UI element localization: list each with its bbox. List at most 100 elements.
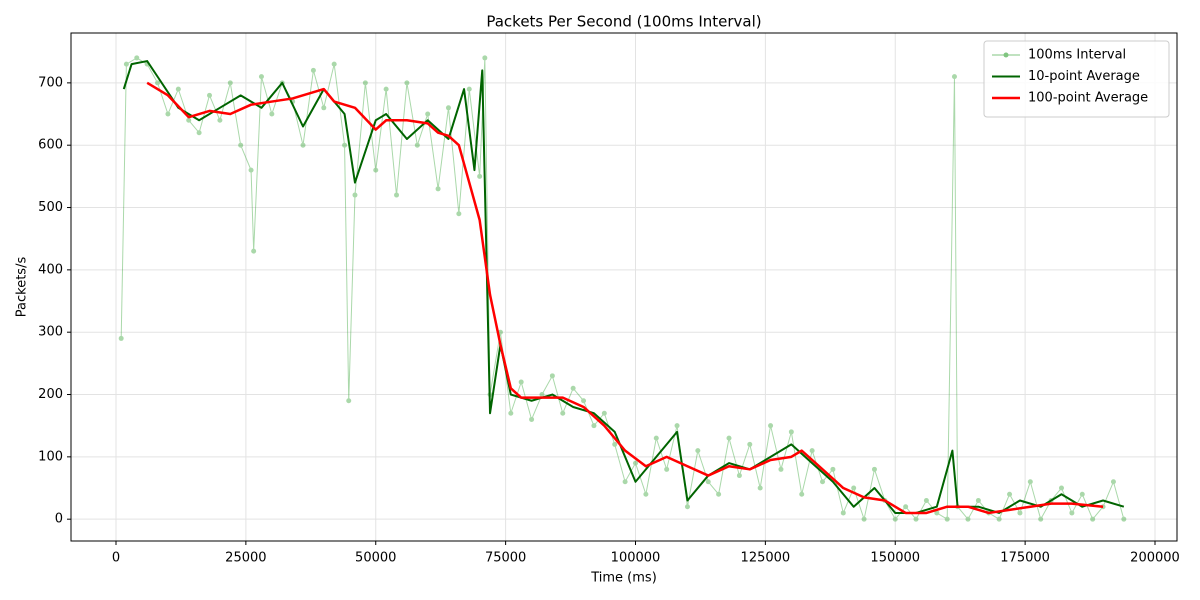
data-point (705, 479, 711, 485)
data-point (238, 142, 244, 148)
data-point (207, 92, 213, 98)
data-point (404, 80, 410, 86)
data-point (716, 491, 722, 497)
y-tick-label: 600 (38, 138, 63, 153)
y-axis-label: Packets/s (15, 257, 30, 318)
data-point (632, 460, 638, 466)
data-point (612, 441, 618, 447)
data-point (757, 485, 763, 491)
data-point (155, 80, 161, 86)
series (118, 55, 1127, 522)
x-tick-label: 150000 (870, 551, 920, 566)
data-point (352, 192, 358, 198)
data-point (456, 211, 462, 217)
data-point (674, 423, 680, 429)
data-point (591, 423, 597, 429)
data-point (346, 398, 352, 404)
data-point (951, 74, 957, 80)
data-point (975, 497, 981, 503)
data-point (581, 398, 587, 404)
data-point (799, 491, 805, 497)
data-point (134, 55, 140, 61)
x-tick-label: 125000 (741, 551, 791, 566)
data-point (539, 392, 545, 398)
series-line (146, 81, 1104, 515)
data-point (118, 335, 124, 341)
y-tick-label: 700 (38, 75, 63, 90)
data-point (934, 510, 940, 516)
legend-item (992, 52, 1020, 58)
data-point (362, 80, 368, 86)
data-point (1007, 491, 1013, 497)
data-point (435, 186, 441, 192)
x-tick-label: 200000 (1130, 551, 1180, 566)
legend-label: 10-point Average (1028, 69, 1140, 84)
data-point (217, 117, 223, 123)
data-point (310, 67, 316, 73)
data-point (175, 86, 181, 92)
data-point (643, 491, 649, 497)
x-tick-label: 100000 (611, 551, 661, 566)
x-tick-label: 0 (112, 551, 120, 566)
data-point (1121, 516, 1127, 522)
x-tick-label: 50000 (355, 551, 396, 566)
x-axis-label: Time (ms) (590, 571, 657, 586)
data-point (477, 173, 483, 179)
x-tick-label: 175000 (1000, 551, 1050, 566)
data-point (923, 497, 929, 503)
data-point (300, 142, 306, 148)
legend-label: 100ms Interval (1028, 48, 1126, 63)
data-point (165, 111, 171, 117)
data-point (840, 510, 846, 516)
data-point (601, 410, 607, 416)
data-point (684, 504, 690, 510)
y-tick-label: 400 (38, 262, 63, 277)
data-point (383, 86, 389, 92)
data-point (622, 479, 628, 485)
series (146, 81, 1104, 515)
y-tick-label: 200 (38, 387, 63, 402)
data-point (747, 441, 753, 447)
data-point (445, 105, 451, 111)
data-point (331, 61, 337, 67)
data-point (1017, 510, 1023, 516)
data-point (653, 435, 659, 441)
data-point (778, 466, 784, 472)
series-line (120, 57, 1125, 520)
y-tick-label: 500 (38, 200, 63, 215)
data-point (251, 248, 257, 254)
data-point (965, 516, 971, 522)
data-point (913, 516, 919, 522)
data-point (196, 130, 202, 136)
data-point (394, 192, 400, 198)
data-point (1079, 491, 1085, 497)
legend-box (983, 40, 1170, 118)
data-point (269, 111, 275, 117)
data-point (736, 473, 742, 479)
data-point (342, 142, 348, 148)
data-point (373, 167, 379, 173)
data-point (1090, 516, 1096, 522)
y-tick-label: 0 (55, 512, 63, 527)
data-point (861, 516, 867, 522)
x-tick-label: 25000 (225, 551, 266, 566)
data-point (1038, 516, 1044, 522)
data-point (1110, 479, 1116, 485)
y-tick-label: 300 (38, 325, 63, 340)
data-point (892, 516, 898, 522)
data-point (726, 435, 732, 441)
data-point (248, 167, 254, 173)
data-point (321, 105, 327, 111)
data-point (944, 516, 950, 522)
data-point (830, 466, 836, 472)
data-point (529, 416, 535, 422)
x-tick-label: 75000 (485, 551, 526, 566)
data-point (1069, 510, 1075, 516)
chart-title: Packets Per Second (100ms Interval) (486, 13, 761, 31)
data-point (664, 466, 670, 472)
data-point (227, 80, 233, 86)
data-point (809, 448, 815, 454)
data-point (518, 379, 524, 385)
legend-label: 100-point Average (1028, 91, 1148, 106)
